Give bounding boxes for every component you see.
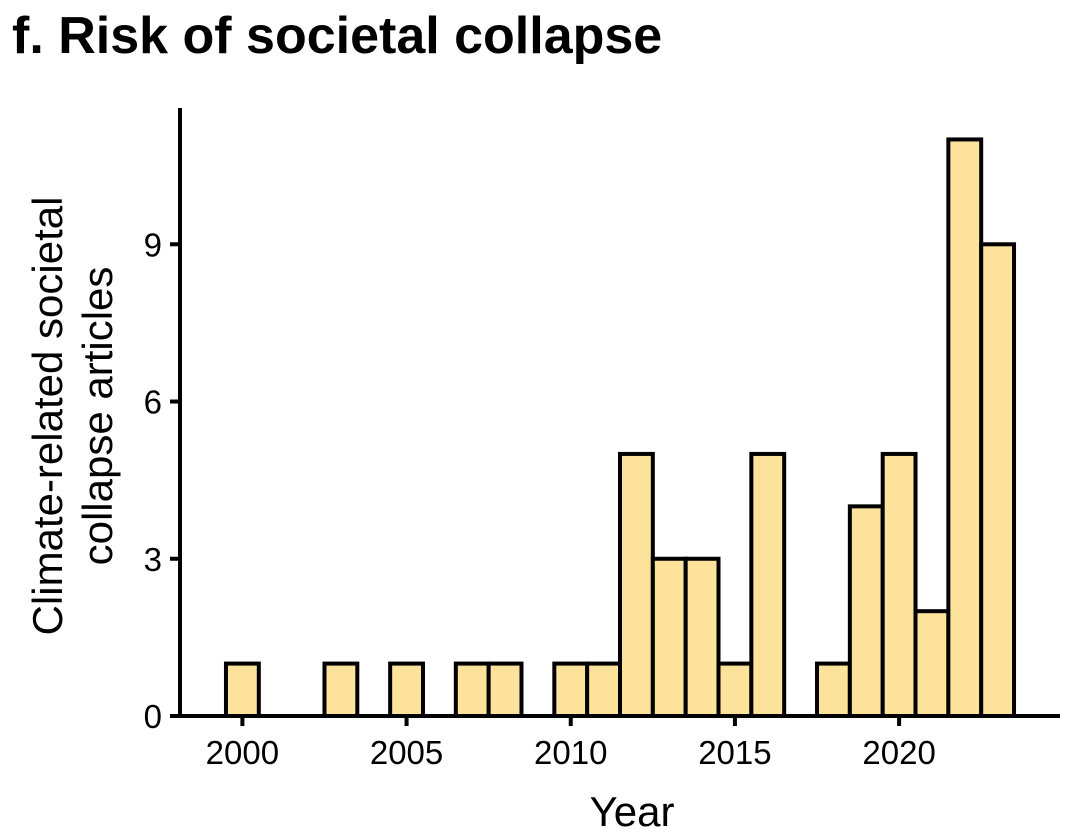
y-tick-label-0: 0 [144, 698, 162, 735]
x-tick-label-2020: 2020 [862, 734, 935, 771]
y-tick-label-9: 9 [144, 226, 162, 263]
bar-2016 [749, 451, 787, 718]
bar-2015 [716, 661, 754, 718]
bar-2021 [913, 609, 951, 719]
bar-2000 [223, 661, 261, 718]
y-tick-label-6: 6 [144, 384, 162, 421]
bar-2012 [618, 451, 655, 718]
bar-2018 [815, 661, 852, 718]
bar-2022 [946, 137, 984, 718]
bar-2005 [388, 661, 425, 718]
x-axis-title: Year [590, 788, 675, 835]
y-axis-title-line1: Climate-related societal [24, 197, 71, 636]
x-tick-label-2015: 2015 [698, 734, 771, 771]
x-axis: 2000 2005 2010 2015 2020 [178, 714, 1060, 771]
y-tick-label-3: 3 [144, 541, 162, 578]
bar-2007 [453, 661, 491, 718]
y-axis-title-line2: collapse articles [74, 267, 121, 566]
x-tick-label-2000: 2000 [206, 734, 279, 771]
x-tick-label-2010: 2010 [534, 734, 607, 771]
y-axis: 0 3 6 9 [144, 108, 182, 735]
bar-2019 [847, 504, 885, 718]
bar-2023 [979, 242, 1017, 719]
bar-2011 [585, 661, 623, 718]
bar-2020 [880, 451, 918, 718]
bar-2014 [683, 556, 721, 718]
bar-2003 [322, 661, 360, 718]
chart-title: f. Risk of societal collapse [12, 7, 663, 65]
bar-2010 [552, 661, 590, 718]
bars-group [223, 137, 1017, 719]
bar-2013 [650, 556, 688, 718]
x-tick-label-2005: 2005 [370, 734, 443, 771]
bar-2008 [486, 661, 524, 718]
